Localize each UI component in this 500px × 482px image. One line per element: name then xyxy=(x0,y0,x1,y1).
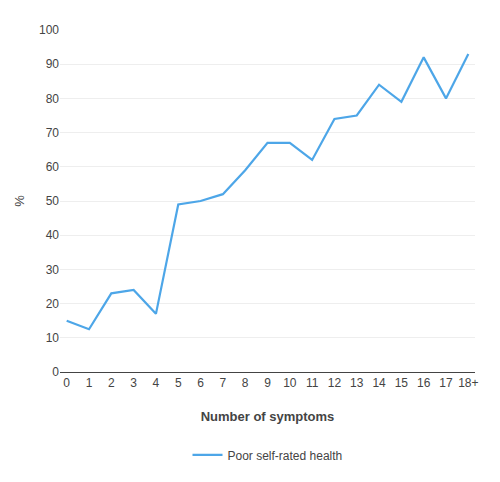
svg-text:30: 30 xyxy=(46,263,60,277)
svg-text:10: 10 xyxy=(283,376,297,390)
svg-text:60: 60 xyxy=(46,160,60,174)
svg-text:0: 0 xyxy=(52,365,59,379)
svg-text:13: 13 xyxy=(350,376,364,390)
svg-text:70: 70 xyxy=(46,126,60,140)
svg-text:100: 100 xyxy=(39,23,59,37)
svg-text:2: 2 xyxy=(108,376,115,390)
svg-text:9: 9 xyxy=(264,376,271,390)
svg-text:16: 16 xyxy=(417,376,431,390)
svg-text:5: 5 xyxy=(175,376,182,390)
svg-text:90: 90 xyxy=(46,57,60,71)
svg-text:Number of symptoms: Number of symptoms xyxy=(201,409,335,424)
svg-text:3: 3 xyxy=(130,376,137,390)
svg-text:0: 0 xyxy=(63,376,70,390)
svg-text:%: % xyxy=(12,195,27,207)
svg-text:80: 80 xyxy=(46,92,60,106)
svg-text:10: 10 xyxy=(46,331,60,345)
svg-text:1: 1 xyxy=(86,376,93,390)
svg-text:40: 40 xyxy=(46,228,60,242)
svg-text:7: 7 xyxy=(220,376,227,390)
svg-text:11: 11 xyxy=(306,376,319,390)
svg-text:Poor self-rated health: Poor self-rated health xyxy=(228,449,343,463)
svg-text:8: 8 xyxy=(242,376,249,390)
svg-text:12: 12 xyxy=(328,376,342,390)
svg-text:4: 4 xyxy=(153,376,160,390)
svg-text:50: 50 xyxy=(46,194,60,208)
svg-text:20: 20 xyxy=(46,297,60,311)
svg-text:15: 15 xyxy=(395,376,409,390)
svg-text:18+: 18+ xyxy=(458,376,478,390)
svg-text:17: 17 xyxy=(439,376,453,390)
svg-text:14: 14 xyxy=(372,376,386,390)
svg-text:6: 6 xyxy=(197,376,204,390)
